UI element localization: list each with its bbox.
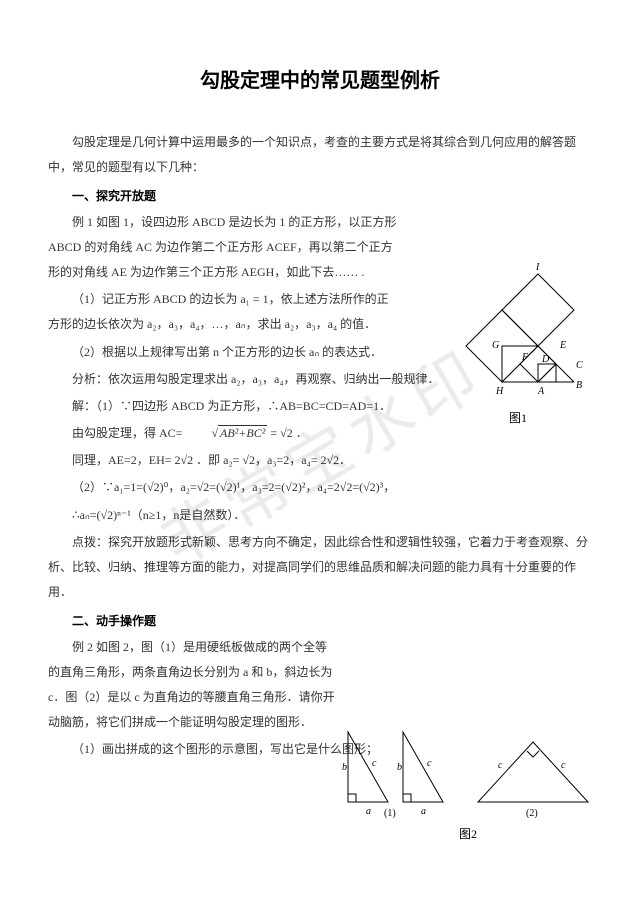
figure-1-svg: I G E F D C B A H <box>438 256 598 406</box>
example1-solve5: ∴aₙ=(√2)ⁿ⁻¹（n≥1，n是自然数）． <box>48 503 592 528</box>
label-b-1: b <box>342 762 347 773</box>
label-n2: (2) <box>526 808 538 819</box>
solve2-pre: 由勾股定理，得 AC= <box>72 426 185 440</box>
label-b-2: b <box>397 762 402 773</box>
example1-solve3: 同理，AE=2，EH= 2√2 ．即 a₂= √2，a₃=2，a₄= 2√2． <box>48 448 592 473</box>
label-A: A <box>537 386 545 397</box>
label-I: I <box>535 262 540 273</box>
figure-2-caption: 图2 <box>338 825 598 842</box>
label-a-1: a <box>366 806 371 817</box>
label-n1: (1) <box>384 808 396 819</box>
label-D: D <box>541 354 550 365</box>
sqrt-expression: AB²+BC² <box>185 421 267 446</box>
figure-2: b a c b a c c c (1) (2) 图2 <box>338 712 598 842</box>
example1-statement: 例 1 如图 1，设四边形 ABCD 是边长为 1 的正方形，以正方形 ABCD… <box>48 210 398 286</box>
label-c-3: c <box>498 760 503 771</box>
example1-solve4: （2）∵a₁=1=(√2)⁰，a₂=√2=(√2)¹，a₃=2=(√2)²，a₄… <box>48 475 592 500</box>
radicand: AB²+BC² <box>218 425 267 440</box>
solve2-eq: = √2 ． <box>267 426 307 440</box>
example2-statement: 例 2 如图 2，图（1）是用硬纸板做成的两个全等的直角三角形，两条直角边长分别… <box>48 635 338 736</box>
example1-tip: 点拨：探究开放题形式新颖、思考方向不确定，因此综合性和逻辑性较强，它着力于考查观… <box>48 530 592 606</box>
label-a-2: a <box>421 806 426 817</box>
example1-q1: （1）记正方形 ABCD 的边长为 a₁ = 1，依上述方法所作的正方形的边长依… <box>48 287 398 337</box>
label-c-1: c <box>372 758 377 769</box>
figure-1: I G E F D C B A H 图1 <box>438 256 598 426</box>
label-C: C <box>576 360 583 371</box>
label-c-2: c <box>427 758 432 769</box>
label-H: H <box>495 386 504 397</box>
label-E: E <box>559 340 566 351</box>
figure-1-caption: 图1 <box>438 409 598 426</box>
page-title: 勾股定理中的常见题型例析 <box>48 60 592 102</box>
intro-paragraph: 勾股定理是几何计算中运用最多的一个知识点，考查的主要方式是将其综合到几何应用的解… <box>48 130 592 180</box>
label-c-4: c <box>561 760 566 771</box>
label-F: F <box>521 352 529 363</box>
figure-2-svg: b a c b a c c c (1) (2) <box>338 712 598 822</box>
section2-heading: 二、动手操作题 <box>48 609 592 634</box>
section1-heading: 一、探究开放题 <box>48 184 592 209</box>
label-G: G <box>492 340 499 351</box>
label-B: B <box>576 380 582 391</box>
